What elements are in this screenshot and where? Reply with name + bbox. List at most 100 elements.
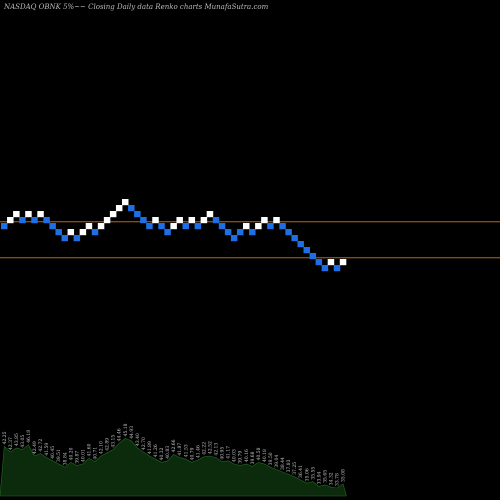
renko-brick-down (267, 223, 274, 230)
price-label: 42.10 (99, 441, 105, 454)
renko-brick-up (13, 211, 20, 218)
renko-brick-down (315, 259, 323, 266)
renko-brick-down (43, 217, 50, 224)
price-label: 41.17 (226, 446, 232, 459)
volume-area-path (0, 438, 347, 497)
price-label: 38.84 (62, 452, 68, 465)
chart-title: NASDAQ OBNK 5%~~ Closing Daily data Renk… (3, 3, 269, 11)
renko-brick-down (224, 229, 232, 236)
price-label: 39.04 (274, 455, 280, 468)
price-label: 33.94 (316, 471, 322, 484)
price-label: 40.58 (256, 447, 262, 460)
renko-brick-down (134, 211, 141, 218)
price-label: 37.83 (286, 459, 292, 472)
renko-brick-down (146, 223, 153, 230)
price-label: 43.85 (14, 433, 20, 446)
renko-brick-up (79, 229, 87, 236)
renko-brick-up (122, 199, 129, 206)
renko-brick-down (230, 235, 238, 242)
price-label: 35.08 (341, 469, 347, 482)
price-label: 42.13 (214, 443, 220, 456)
price-label: 34.32 (328, 472, 334, 485)
renko-brick-up (188, 217, 196, 224)
renko-brick-up (37, 211, 44, 218)
price-label: 42.49 (32, 441, 38, 454)
renko-brick-up (200, 217, 208, 224)
renko-brick-down (297, 241, 304, 248)
price-label: 42.25 (2, 431, 8, 444)
renko-brick-down (218, 223, 226, 230)
price-label: 33.78 (335, 473, 341, 486)
renko-brick-up (109, 211, 117, 218)
price-label: 41.46 (195, 445, 201, 458)
renko-brick-down (158, 223, 165, 230)
price-label: 44.46 (117, 428, 123, 441)
price-label: 46.18 (26, 430, 32, 443)
price-label: 40.20 (68, 447, 74, 460)
renko-brick-down (194, 223, 202, 230)
price-label: 40.79 (189, 447, 195, 460)
renko-brick-down (236, 229, 244, 236)
renko-brick-up (7, 217, 14, 224)
renko-brick-up (339, 259, 347, 266)
price-label: 40.32 (159, 447, 165, 460)
price-label: 42.89 (105, 438, 111, 451)
price-label: 38.44 (280, 457, 286, 470)
renko-brick-up (327, 259, 335, 266)
price-label: 40.83 (165, 446, 171, 459)
renko-brick-up (273, 217, 280, 224)
renko-brick-down (291, 235, 298, 242)
renko-brick-down (61, 235, 68, 242)
renko-brick-up (115, 205, 123, 212)
price-label: 39.50 (268, 452, 274, 465)
renko-brick-down (128, 205, 135, 212)
renko-brick-down (140, 217, 147, 224)
price-label: 41.87 (177, 443, 183, 456)
price-label: 43.40 (135, 433, 141, 446)
price-label: 39.87 (74, 451, 80, 464)
price-label: 42.66 (171, 439, 177, 452)
price-label: 45.18 (123, 423, 129, 436)
price-label: 39.51 (56, 449, 62, 462)
renko-brick-up (243, 223, 250, 230)
renko-brick-down (279, 223, 286, 230)
price-label: 40.71 (93, 447, 99, 460)
price-label: 41.89 (147, 441, 153, 454)
renko-brick-down (91, 229, 99, 236)
renko-brick-up (176, 217, 183, 224)
renko-brick-down (49, 223, 56, 230)
renko-brick-up (261, 217, 268, 224)
renko-brick-down (164, 229, 171, 236)
renko-brick-down (285, 229, 292, 236)
price-label: 40.16 (244, 449, 250, 462)
price-label: 40.45 (50, 446, 56, 459)
renko-brick-down (1, 223, 8, 230)
price-label: 35.65 (322, 470, 328, 483)
price-label: 41.53 (183, 444, 189, 457)
price-label: 35.06 (304, 468, 310, 481)
price-label: 41.26 (153, 444, 159, 457)
renko-brick-up (25, 211, 32, 218)
renko-brick-down (321, 265, 329, 272)
renko-brick-down (212, 217, 220, 224)
price-label: 40.18 (262, 449, 268, 462)
price-label: 39.68 (250, 451, 256, 464)
renko-brick-down (309, 253, 317, 260)
price-label: 44.93 (129, 426, 135, 439)
price-label: 40.95 (220, 447, 226, 460)
reference-lines (0, 221, 500, 259)
renko-brick-down (19, 217, 26, 224)
price-label: 35.55 (310, 467, 316, 480)
renko-brick-down (31, 217, 38, 224)
price-label: 39.79 (238, 451, 244, 464)
price-label: 41.60 (87, 443, 93, 456)
price-label: 42.70 (141, 437, 147, 450)
renko-brick-down (182, 223, 189, 230)
renko-brick-up (103, 217, 111, 224)
renko-brick-up (206, 211, 214, 218)
price-label: 40.03 (232, 449, 238, 462)
price-label: 42.52 (207, 441, 213, 454)
renko-brick-down (249, 229, 256, 236)
price-label: 42.37 (8, 437, 14, 450)
